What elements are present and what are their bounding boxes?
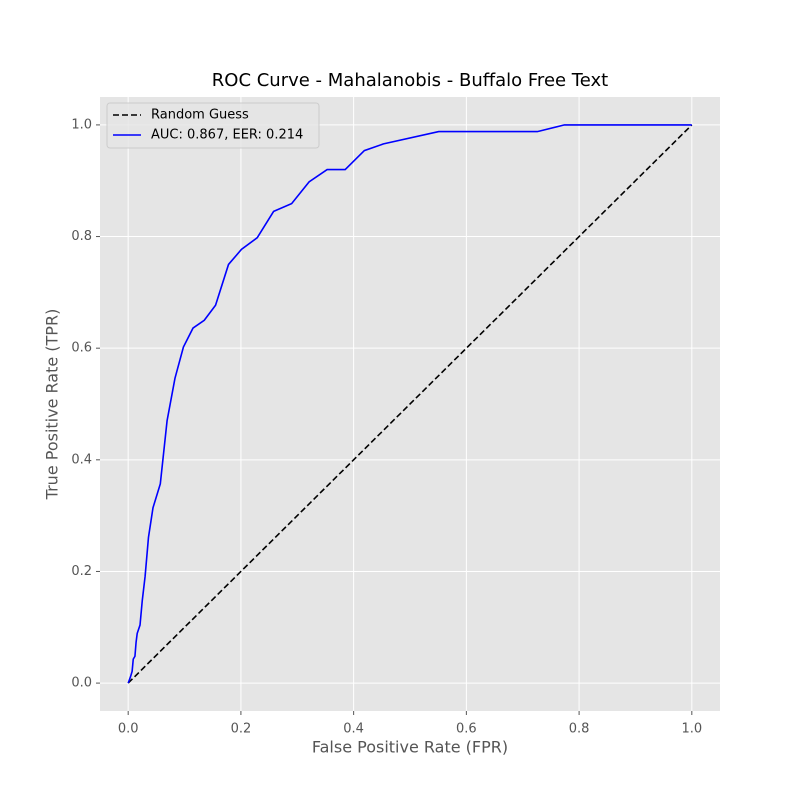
y-tick-label: 0.2 — [71, 564, 92, 579]
x-tick-label: 0.0 — [118, 722, 139, 737]
x-tick-label: 0.8 — [569, 722, 590, 737]
chart-title: ROC Curve - Mahalanobis - Buffalo Free T… — [212, 70, 608, 91]
x-tick-label: 0.6 — [456, 722, 477, 737]
legend-label: Random Guess — [151, 108, 249, 123]
x-tick-label: 0.4 — [343, 722, 364, 737]
line-series — [127, 124, 692, 684]
y-tick-label: 0.8 — [71, 229, 92, 244]
line-series — [127, 124, 693, 684]
y-tick-label: 0.6 — [71, 341, 92, 356]
y-tick-label: 1.0 — [71, 117, 92, 132]
y-tick-label: 0.0 — [71, 676, 92, 691]
x-axis-label: False Positive Rate (FPR) — [312, 738, 508, 757]
x-tick-label: 0.2 — [231, 722, 252, 737]
x-tick-label: 1.0 — [681, 722, 702, 737]
legend-box — [106, 102, 320, 149]
y-tick-label: 0.4 — [71, 452, 92, 467]
y-axis-label: True Positive Rate (TPR) — [43, 309, 62, 501]
legend-label: AUC: 0.867, EER: 0.214 — [151, 128, 303, 143]
